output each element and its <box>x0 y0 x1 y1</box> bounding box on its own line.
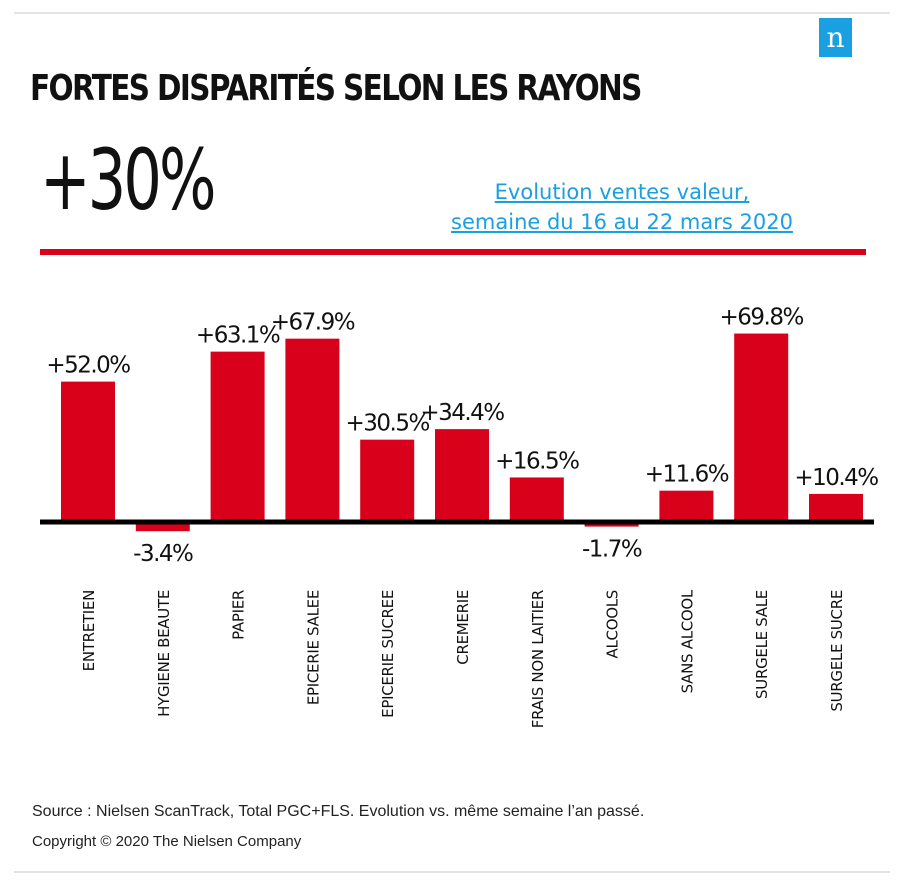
category-label-surgele-sucre: SURGELE SUCRE <box>828 590 846 712</box>
value-label-epicerie-sucree: +30.5% <box>346 411 430 437</box>
bar-epicerie-sucree <box>360 439 415 522</box>
category-labels: ENTRETIEN HYGIENE BEAUTE PAPIER EPICERIE SA… <box>80 589 846 728</box>
category-label-sans-alcool: SANS ALCOOL <box>678 589 696 693</box>
value-label-surgele-sucre: +10.4% <box>794 465 878 491</box>
subtitle-link[interactable]: Evolution ventes valeur, semaine du 16 a… <box>400 177 844 237</box>
chart-title: FORTES DISPARITÉS SELON LES RAYONS <box>30 68 642 109</box>
category-label-epicerie-sucree: EPICERIE SUCREE <box>379 590 397 718</box>
bottom-divider <box>14 871 890 873</box>
value-label-papier: +63.1% <box>196 323 280 349</box>
bar-epicerie-salee <box>285 338 340 522</box>
nielsen-logo: n <box>819 18 852 57</box>
value-label-hygiene-beaute: -3.4% <box>133 541 193 567</box>
value-label-epicerie-salee: +67.9% <box>271 310 355 336</box>
category-label-frais-non-laitier: FRAIS NON LAITIER <box>529 590 547 728</box>
source-note: Source : Nielsen ScanTrack, Total PGC+FL… <box>32 803 645 820</box>
headline-figure: +30% <box>40 131 216 229</box>
category-label-surgele-sale: SURGELE SALE <box>753 590 771 699</box>
category-label-alcools: ALCOOLS <box>604 590 622 658</box>
category-label-cremerie: CREMERIE <box>454 590 472 665</box>
value-label-frais-non-laitier: +16.5% <box>495 448 579 474</box>
value-label-surgele-sale: +69.8% <box>720 305 804 331</box>
top-divider <box>14 12 890 14</box>
category-label-entretien: ENTRETIEN <box>80 590 98 671</box>
bar-surgele-sale <box>734 333 789 522</box>
value-label-alcools: -1.7% <box>582 537 642 563</box>
value-label-entretien: +52.0% <box>46 353 130 379</box>
bar-entretien <box>61 381 115 522</box>
value-label-cremerie: +34.4% <box>420 400 504 426</box>
subtitle-line-1: Evolution ventes valeur, <box>494 180 750 204</box>
bar-chart: +52.0% -3.4% +63.1%+67.9% +30.5%+34.4% +16.5… <box>40 305 880 728</box>
value-labels: +52.0% -3.4% +63.1%+67.9% +30.5%+34.4% +16.5… <box>46 305 879 568</box>
bar-surgele-sucre <box>809 493 863 522</box>
subtitle-line-2: semaine du 16 au 22 mars 2020 <box>451 210 793 234</box>
bar-papier <box>210 351 265 522</box>
bar-hygiene-beaute <box>135 522 190 532</box>
bar-sans-alcool <box>659 490 714 522</box>
bars <box>61 333 863 532</box>
category-label-hygiene-beaute: HYGIENE BEAUTE <box>155 590 173 717</box>
bar-frais-non-laitier <box>509 477 564 522</box>
copyright-note: Copyright © 2020 The Nielsen Company <box>32 833 302 850</box>
accent-rule <box>40 249 866 255</box>
category-label-papier: PAPIER <box>230 590 248 640</box>
category-label-epicerie-salee: EPICERIE SALEE <box>304 590 322 705</box>
bar-cremerie <box>435 429 489 522</box>
value-label-sans-alcool: +11.6% <box>645 462 729 488</box>
